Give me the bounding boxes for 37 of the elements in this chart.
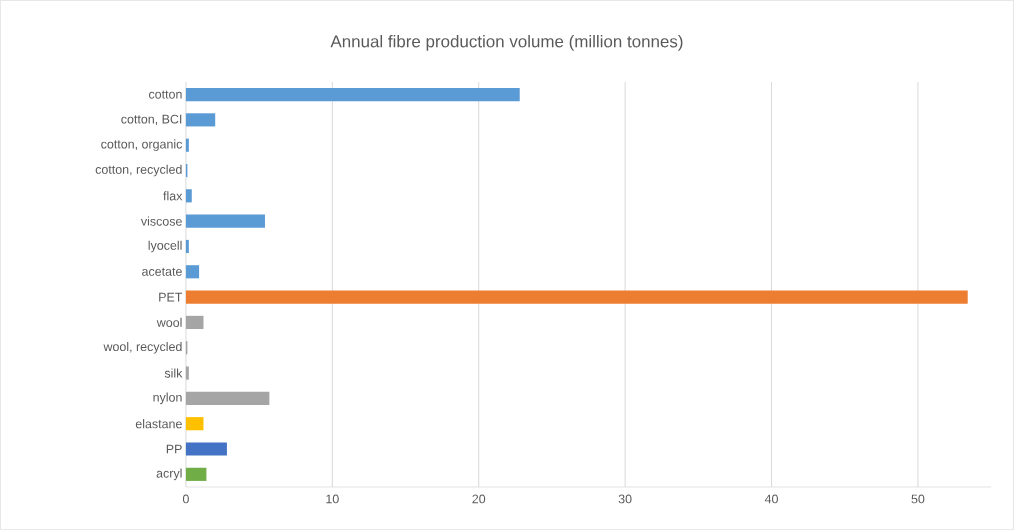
bar (185, 315, 204, 330)
y-tick-label: PP (166, 444, 182, 454)
bar (185, 391, 270, 406)
x-tick-label: 10 (326, 494, 339, 504)
y-tick-label: silk (164, 368, 183, 378)
bar (185, 239, 189, 254)
y-tick-label: nylon (153, 392, 182, 405)
y-tick-label: wool (156, 317, 182, 328)
y-tick-label: viscose (140, 216, 182, 226)
y-tick-label: acryl (156, 468, 182, 481)
y-tick-label: PET (159, 292, 183, 302)
x-tick-label: 30 (618, 494, 632, 504)
y-tick-label: elastane (135, 419, 182, 429)
x-tick-label: 20 (472, 494, 486, 504)
y-tick-label: wool, recycled (103, 341, 182, 354)
x-tick-label: 50 (911, 494, 925, 504)
bar (185, 366, 189, 380)
chart-title: Annual fibre production volume (million tonnes) (330, 35, 683, 51)
y-tick-label: acetate (142, 267, 182, 276)
bar (185, 88, 520, 102)
bar (185, 467, 207, 481)
bar (185, 442, 227, 456)
bar (185, 189, 192, 203)
y-tick-label: cotton (149, 90, 182, 99)
bar (185, 138, 189, 152)
bar (185, 265, 200, 279)
bar (185, 417, 204, 431)
x-tick-label: 40 (764, 494, 778, 504)
y-tick-label: flax (163, 191, 183, 201)
x-tick-label: 0 (182, 494, 189, 504)
y-tick-label: cotton, BCI (121, 114, 182, 126)
y-tick-label: lyocell (148, 240, 182, 253)
bar (185, 214, 265, 228)
bar (185, 113, 216, 127)
y-tick-label: cotton, recycled (95, 164, 182, 177)
y-tick-label: cotton, organic (101, 139, 183, 152)
bar (185, 290, 968, 304)
